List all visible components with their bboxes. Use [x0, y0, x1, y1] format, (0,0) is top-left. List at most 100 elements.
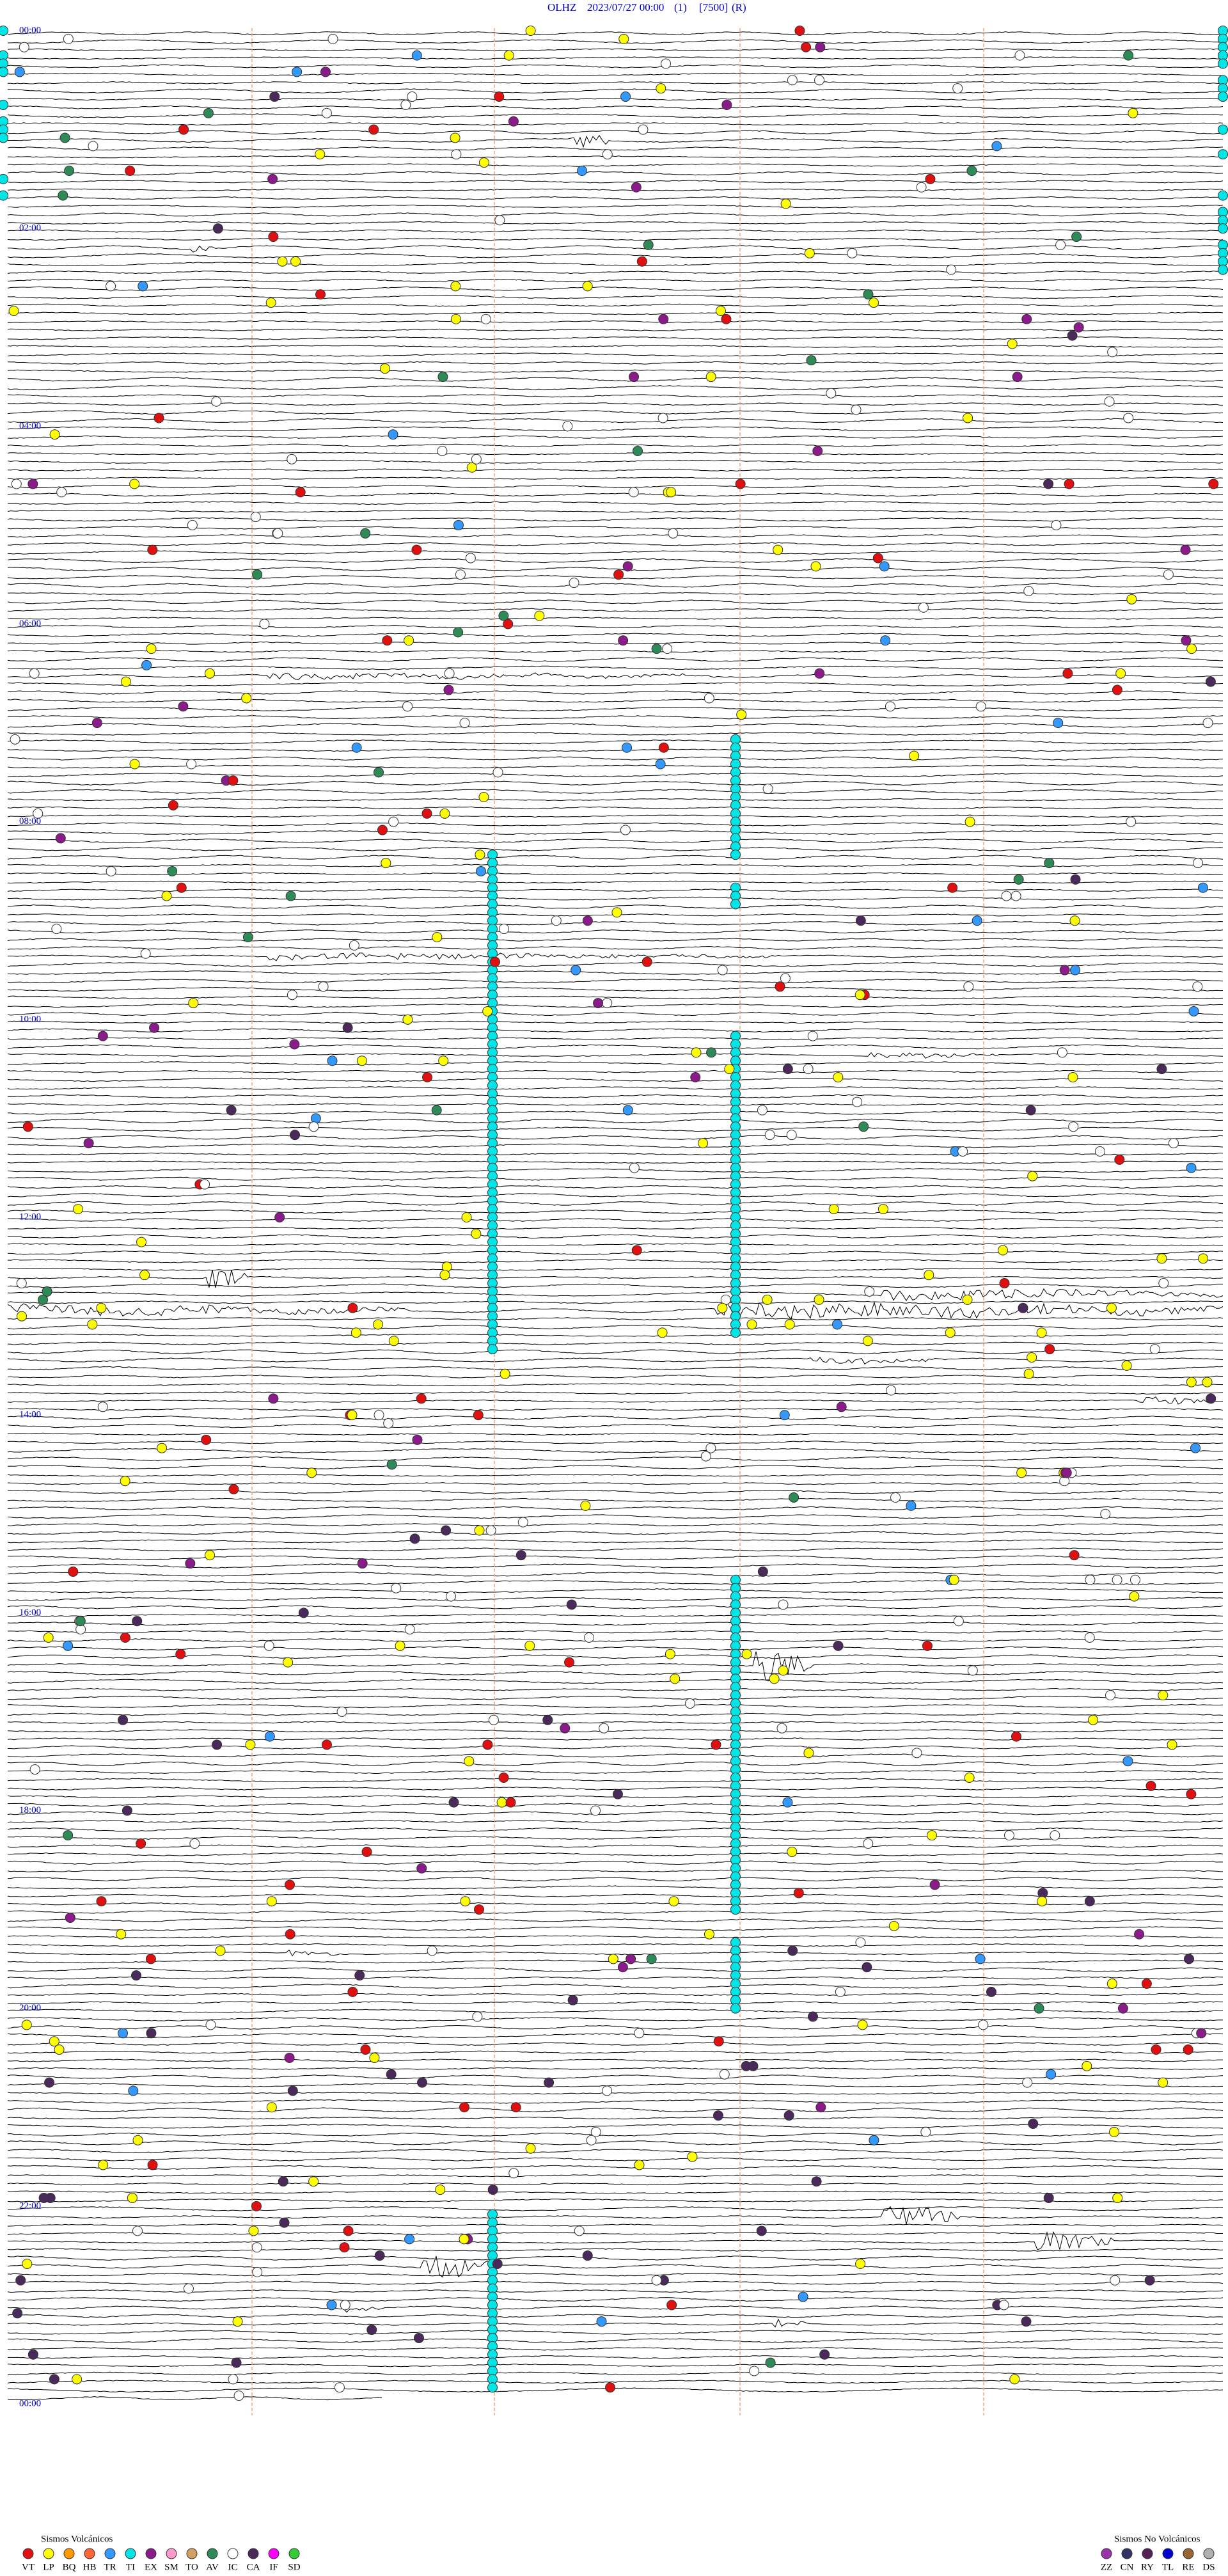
- event-marker: [811, 2176, 822, 2187]
- event-marker: [285, 890, 296, 901]
- trace: [7, 435, 1224, 439]
- event-marker: [719, 2069, 730, 2080]
- trace: [7, 1893, 1224, 1898]
- event-marker: [1001, 890, 1012, 901]
- event-marker: [972, 915, 982, 926]
- event-marker: [292, 67, 303, 77]
- trace: [7, 1003, 1224, 1008]
- event-marker: [400, 99, 411, 110]
- event-marker: [634, 2028, 645, 2039]
- event-marker: [339, 2242, 350, 2253]
- trace: [7, 2387, 1224, 2393]
- event-marker: [576, 165, 587, 176]
- trace: [7, 1234, 1224, 1239]
- event-marker: [567, 1995, 578, 2005]
- trace: [7, 270, 1224, 274]
- event-marker: [186, 759, 197, 770]
- event-marker: [437, 372, 448, 383]
- time-label: 00:00: [19, 2398, 41, 2408]
- event-marker: [1123, 413, 1134, 423]
- trace: [7, 798, 1224, 802]
- legend-marker: [145, 2548, 157, 2559]
- event-marker: [167, 865, 178, 876]
- event-marker: [1106, 1302, 1117, 1313]
- trace: [7, 2338, 1224, 2343]
- trace: [7, 426, 1224, 432]
- event-marker: [586, 2135, 597, 2145]
- event-marker: [404, 2234, 415, 2245]
- event-marker: [0, 67, 8, 77]
- legend-label: DS: [1202, 2562, 1215, 2572]
- trace: [7, 410, 1224, 415]
- trace: [7, 88, 1224, 94]
- event-marker: [622, 561, 633, 572]
- trace: [7, 995, 1224, 999]
- event-marker: [1021, 313, 1032, 324]
- trace: [7, 2232, 1224, 2235]
- event-marker: [764, 1130, 775, 1141]
- event-marker: [832, 1319, 843, 1330]
- event-marker: [1198, 1253, 1209, 1264]
- trace: [7, 1185, 1224, 1189]
- event-marker: [847, 248, 858, 258]
- event-marker: [473, 1904, 484, 1915]
- event-marker: [211, 396, 222, 407]
- trace: [7, 2083, 1224, 2087]
- event-marker: [97, 1031, 108, 1041]
- trace: [7, 806, 1224, 810]
- event-marker: [812, 445, 823, 456]
- event-marker: [657, 1327, 668, 1338]
- event-marker: [368, 124, 379, 135]
- event-marker: [28, 2349, 38, 2360]
- event-marker: [756, 2225, 767, 2236]
- event-marker: [806, 355, 817, 366]
- event-marker: [460, 1896, 471, 1907]
- trace: [7, 171, 1224, 176]
- event-marker: [43, 1632, 54, 1643]
- event-marker: [487, 2382, 498, 2393]
- trace: [7, 1218, 1224, 1222]
- event-marker: [492, 767, 503, 778]
- legend-marker: [84, 2548, 95, 2559]
- trace: [7, 1011, 1224, 1016]
- event-marker: [700, 1451, 711, 1462]
- trace: [7, 1547, 1224, 1552]
- trace: [7, 1176, 1224, 1181]
- event-marker: [590, 2126, 601, 2137]
- event-marker: [784, 1319, 795, 1330]
- event-marker: [975, 701, 986, 712]
- trace: [7, 361, 1223, 365]
- event-marker: [287, 990, 297, 1000]
- event-marker: [1061, 1467, 1072, 1478]
- event-marker: [498, 610, 509, 621]
- trace: [7, 945, 1224, 950]
- trace: [7, 1110, 1224, 1115]
- trace: [7, 2363, 1224, 2367]
- event-marker: [451, 149, 462, 160]
- event-marker: [120, 676, 131, 687]
- trace: [7, 2050, 1224, 2054]
- trace: [7, 558, 1224, 564]
- event-marker: [228, 2374, 239, 2385]
- event-marker: [638, 124, 649, 135]
- event-marker: [646, 1954, 657, 1964]
- event-marker: [431, 1105, 442, 1116]
- event-marker: [381, 858, 391, 869]
- trace: [7, 1061, 1224, 1066]
- trace: [7, 1531, 1224, 1535]
- event-marker: [421, 808, 432, 819]
- trace: [7, 1391, 1224, 1395]
- event-marker: [188, 998, 199, 1009]
- event-marker: [98, 2160, 109, 2170]
- event-marker: [880, 635, 891, 646]
- trace: [8, 245, 1224, 253]
- event-marker: [441, 1525, 452, 1536]
- event-marker: [87, 1319, 98, 1330]
- trace: [7, 2009, 1224, 2013]
- trace: [7, 2314, 1224, 2318]
- trace: [7, 180, 1224, 184]
- legend-label: IF: [269, 2562, 278, 2572]
- event-marker: [187, 519, 198, 530]
- event-marker: [1151, 2044, 1161, 2055]
- event-marker: [402, 701, 413, 712]
